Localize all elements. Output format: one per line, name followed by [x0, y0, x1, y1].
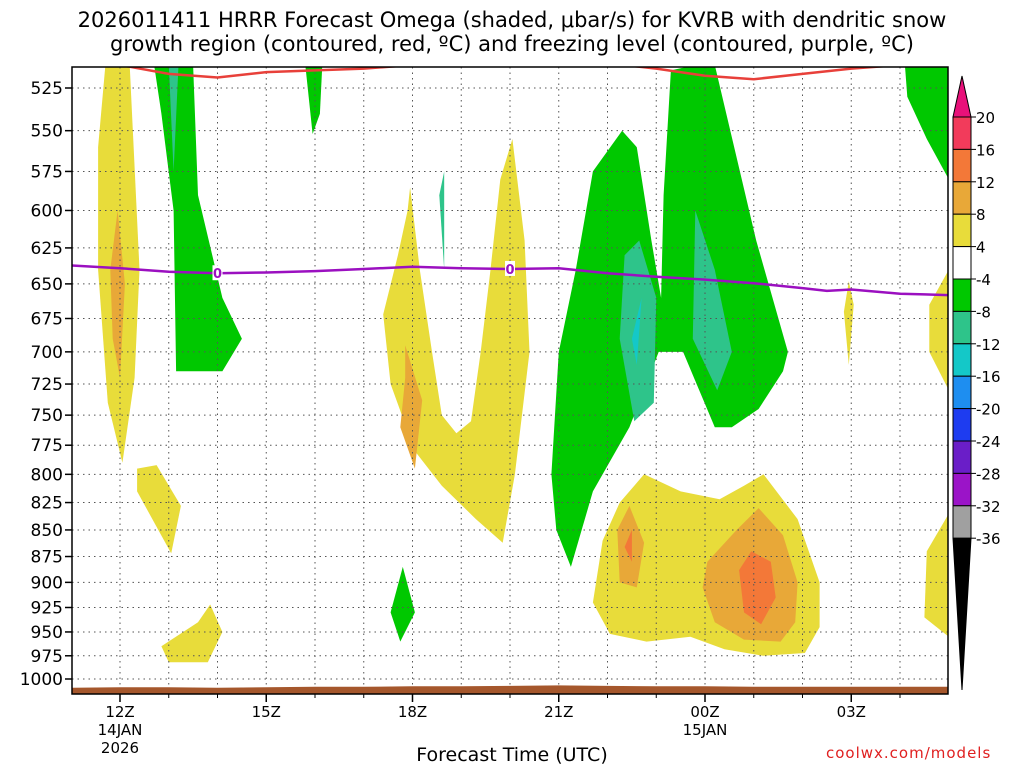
xtick-label-03Z: 03Z — [837, 703, 866, 721]
colorbar-seg-9 — [952, 408, 972, 442]
grid-lines — [72, 67, 948, 694]
terrain-strip — [72, 685, 948, 694]
xtick-label-18Z: 18Z — [398, 703, 427, 721]
x-axis-title: Forecast Time (UTC) — [416, 744, 608, 766]
omega-region-11 — [551, 67, 788, 567]
ytick-label-825: 825 — [31, 494, 63, 514]
colorbar-seg-12 — [952, 505, 972, 539]
fzl-label-bg-1 — [505, 260, 515, 276]
fzl-label-bg-0 — [212, 265, 223, 281]
chart-title-line1: 2026011411 HRRR Forecast Omega (shaded, … — [77, 8, 947, 32]
colorbar-bottom-arrow — [952, 537, 972, 691]
colorbar-label-13: -36 — [976, 530, 1001, 548]
omega-region-9 — [439, 171, 445, 270]
xtick-label-00Z: 00Z — [690, 703, 719, 721]
xtick-sublabel-12Z-1: 2026 — [101, 739, 139, 757]
freezing-level-line — [72, 264, 948, 297]
omega-region-5 — [168, 67, 179, 172]
xtick-sublabel-12Z-0: 14JAN — [98, 721, 143, 739]
colorbar-top-arrow — [952, 75, 972, 118]
ytick-label-575: 575 — [31, 162, 63, 182]
omega-shading — [98, 67, 948, 663]
colorbar-label-1: 16 — [976, 141, 995, 159]
colorbar: 20 16 12 8 4 -4 -8 -12 -16 -20 -24 -28 -32 -36 — [952, 75, 1001, 691]
ytick-label-725: 725 — [31, 375, 63, 395]
ytick-label-600: 600 — [31, 201, 63, 221]
colorbar-seg-7 — [952, 343, 972, 377]
omega-region-21 — [905, 67, 948, 178]
omega-region-4 — [154, 67, 242, 372]
omega-region-1 — [110, 210, 125, 378]
colorbar-label-7: -12 — [976, 336, 1001, 354]
ytick-label-700: 700 — [31, 343, 63, 363]
omega-region-2 — [137, 465, 181, 554]
ytick-label-550: 550 — [31, 122, 63, 142]
colorbar-label-12: -32 — [976, 498, 1001, 516]
ytick-label-1000: 1000 — [20, 670, 63, 690]
fzl-label-0: 0 — [213, 267, 222, 282]
colorbar-seg-3 — [952, 213, 972, 248]
omega-region-20 — [843, 281, 854, 365]
colorbar-seg-10 — [952, 440, 972, 474]
ytick-label-775: 775 — [31, 436, 63, 456]
colorbar-label-8: -16 — [976, 368, 1001, 386]
omega-region-8 — [400, 345, 423, 469]
omega-region-7 — [383, 139, 530, 543]
colorbar-label-11: -28 — [976, 465, 1001, 483]
ytick-label-950: 950 — [31, 623, 63, 643]
colorbar-seg-5 — [952, 278, 972, 312]
colorbar-label-10: -24 — [976, 433, 1001, 451]
ytick-label-875: 875 — [31, 548, 63, 568]
colorbar-seg-1 — [952, 148, 972, 183]
ytick-label-675: 675 — [31, 310, 63, 330]
colorbar-label-0: 20 — [976, 109, 995, 127]
terrain-fill — [72, 685, 948, 694]
omega-region-19 — [739, 551, 776, 625]
ytick-label-800: 800 — [31, 465, 63, 485]
colorbar-label-9: -20 — [976, 401, 1001, 419]
ytick-label-925: 925 — [31, 598, 63, 618]
ytick-label-625: 625 — [31, 239, 63, 259]
xtick-label-21Z: 21Z — [544, 703, 573, 721]
ytick-label-525: 525 — [31, 79, 63, 99]
ytick-label-850: 850 — [31, 521, 63, 541]
xtick-sublabel-00Z-0: 15JAN — [683, 721, 728, 739]
ytick-label-975: 975 — [31, 647, 63, 667]
colorbar-seg-8 — [952, 375, 972, 410]
colorbar-label-3: 8 — [976, 206, 986, 224]
chart-title-line2: growth region (contoured, red, ºC) and f… — [110, 32, 914, 56]
colorbar-label-2: 12 — [976, 174, 995, 192]
dgz-line — [123, 67, 890, 81]
y-axis: 525 550 575 600 625 650 675 700 725 750 775 800 825 8… — [20, 79, 72, 690]
xtick-label-15Z: 15Z — [252, 703, 281, 721]
colorbar-seg-2 — [952, 181, 972, 215]
omega-region-23 — [924, 514, 948, 637]
fzl-label-1: 0 — [505, 263, 514, 278]
omega-region-17 — [624, 529, 632, 562]
xtick-label-12Z: 12Z — [105, 703, 134, 721]
colorbar-label-4: 4 — [976, 239, 986, 257]
omega-region-13 — [631, 297, 642, 365]
colorbar-label-5: -4 — [976, 271, 991, 289]
omega-region-10 — [390, 566, 415, 642]
omega-region-14 — [692, 210, 732, 391]
dgz-contour — [123, 67, 890, 81]
ytick-label-650: 650 — [31, 275, 63, 295]
ytick-label-900: 900 — [31, 573, 63, 593]
omega-region-6 — [305, 67, 323, 134]
omega-region-3 — [161, 604, 223, 663]
colorbar-seg-4 — [952, 246, 972, 280]
ytick-label-750: 750 — [31, 406, 63, 426]
site-credit[interactable]: coolwx.com/models — [826, 744, 992, 762]
colorbar-seg-0 — [952, 116, 972, 150]
omega-region-22 — [929, 271, 948, 389]
colorbar-seg-11 — [952, 472, 972, 507]
colorbar-seg-6 — [952, 310, 972, 345]
colorbar-label-6: -8 — [976, 303, 991, 321]
